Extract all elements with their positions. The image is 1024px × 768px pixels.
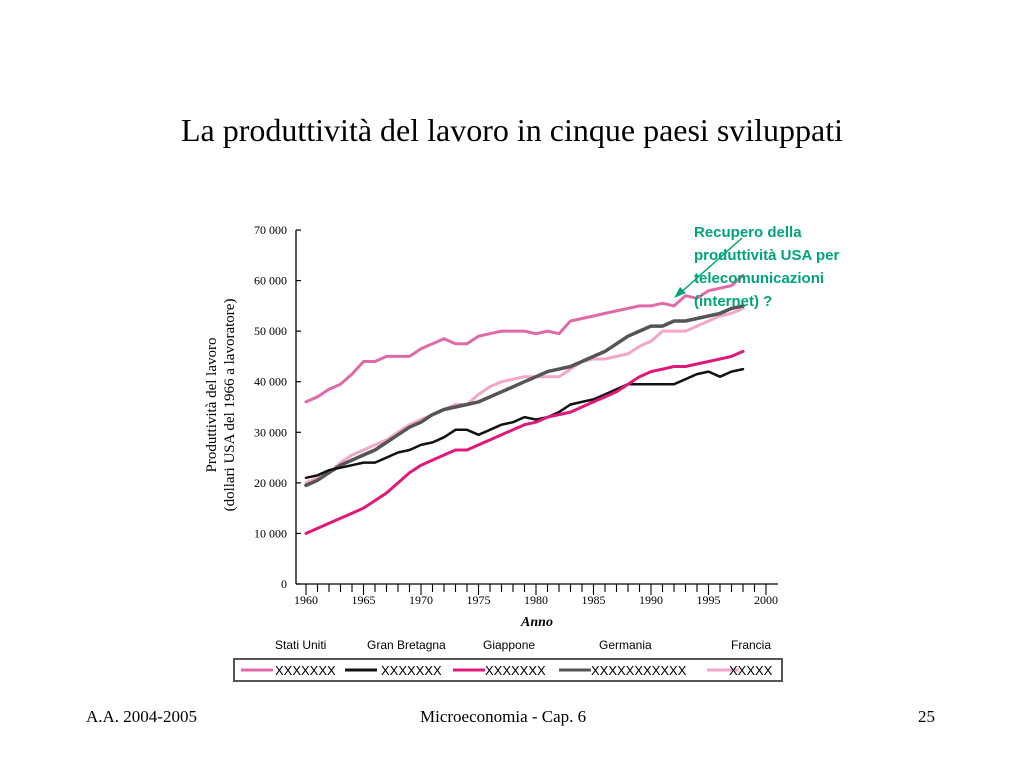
x-tick-label: 2000 xyxy=(754,593,778,607)
legend: XXXXXXX XXXXXXX XXXXXXX XXXXXXXXXXX XXXXX xyxy=(233,658,783,682)
annotation-line-1: Recupero della xyxy=(694,224,802,241)
x-axis-title: Anno xyxy=(520,615,553,630)
legend-name-uk: Gran Bretagna xyxy=(367,638,446,652)
legend-swatches: XXXXXXX XXXXXXX XXXXXXX XXXXXXXXXXX XXXXX xyxy=(241,663,773,678)
y-tick-label: 10 000 xyxy=(254,526,287,540)
legend-placeholder-label: XXXXXXX xyxy=(275,663,336,678)
y-tick-label: 0 xyxy=(281,577,287,591)
annotation-arrow xyxy=(677,237,743,296)
series-line-germania xyxy=(304,304,745,488)
x-tick-label: 1990 xyxy=(639,593,663,607)
footer-center: Microeconomia - Cap. 6 xyxy=(420,707,587,726)
annotation: Recupero della produttività USA per tele… xyxy=(674,224,839,310)
slide-title: La produttività del lavoro in cinque pae… xyxy=(180,112,844,148)
x-tick-label: 1980 xyxy=(524,593,548,607)
annotation-line-4: (internet) ? xyxy=(694,293,772,310)
y-tick-label: 40 000 xyxy=(254,375,287,389)
annotation-arrowhead xyxy=(674,287,686,298)
x-tick-label: 1960 xyxy=(294,593,318,607)
x-tick-label: 1975 xyxy=(467,593,491,607)
y-tick-label: 70 000 xyxy=(254,223,287,237)
x-tick-label: 1995 xyxy=(697,593,721,607)
x-tick-label: 1985 xyxy=(582,593,606,607)
annotation-line-2: produttività USA per xyxy=(694,247,839,264)
footer-right: 25 xyxy=(918,707,935,726)
y-tick-label: 60 000 xyxy=(254,274,287,288)
y-tick-label: 20 000 xyxy=(254,476,287,490)
series-line-gran-bretagna xyxy=(304,367,745,480)
series-line-giappone xyxy=(304,349,745,535)
legend-placeholder-label: XXXXX xyxy=(729,663,773,678)
axes: 0 10 000 20 000 30 000 40 000 50 000 60 000 70 … xyxy=(254,223,778,607)
x-tick-label: 1970 xyxy=(409,593,433,607)
legend-name-de: Germania xyxy=(599,638,652,652)
legend-placeholder-label: XXXXXXX xyxy=(485,663,546,678)
series-lines xyxy=(304,274,745,535)
y-axis-title-line1: Produttività del lavoro xyxy=(204,338,220,473)
annotation-line-3: telecomunicazioni xyxy=(694,270,824,287)
series-line-stati-uniti xyxy=(304,274,745,404)
legend-name-jp: Giappone xyxy=(483,638,536,652)
legend-name-fr: Francia xyxy=(731,638,772,652)
y-axis-title: Produttività del lavoro (dollari USA del… xyxy=(204,299,238,512)
y-tick-label: 30 000 xyxy=(254,425,287,439)
legend-placeholder-label: XXXXXXX xyxy=(381,663,442,678)
legend-placeholder-label: XXXXXXXXXXX xyxy=(591,663,687,678)
footer-left: A.A. 2004-2005 xyxy=(86,707,197,726)
legend-name-us: Stati Uniti xyxy=(275,638,327,652)
y-tick-label: 50 000 xyxy=(254,324,287,338)
series-line-francia xyxy=(304,306,745,485)
x-tick-label: 1965 xyxy=(352,593,376,607)
y-axis-title-line2: (dollari USA del 1966 a lavoratore) xyxy=(222,299,238,512)
